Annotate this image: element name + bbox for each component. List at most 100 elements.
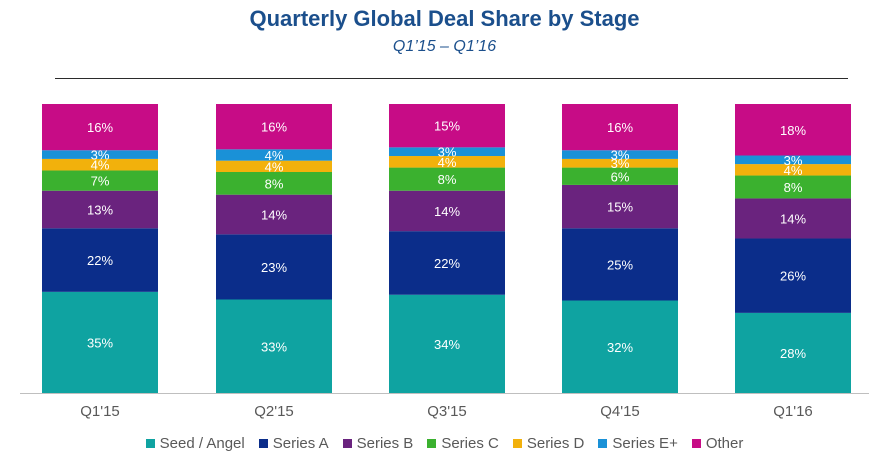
data-label: 18% — [780, 123, 806, 138]
legend-item: Series D — [512, 435, 585, 452]
legend-swatch — [258, 439, 268, 448]
legend-label: Other — [705, 435, 744, 452]
data-label: 14% — [434, 204, 460, 219]
bar-segment-seed-angel — [389, 294, 505, 393]
bar-segment-series-b — [735, 198, 851, 239]
legend-item: Series B — [342, 435, 414, 452]
legend-label: Series B — [356, 435, 414, 452]
bar-segment-other — [735, 104, 851, 156]
x-tick-label: Q4'15 — [600, 403, 640, 420]
bar-segment-series-e- — [735, 155, 851, 165]
data-label: 14% — [261, 208, 287, 223]
legend-swatch — [598, 439, 608, 448]
bar-segment-series-c — [735, 175, 851, 199]
data-label: 4% — [438, 155, 457, 170]
data-label: 3% — [611, 156, 630, 171]
data-label: 3% — [611, 148, 630, 163]
bar-segment-series-e- — [216, 149, 332, 161]
bar-segment-series-b — [216, 194, 332, 235]
data-label: 34% — [434, 337, 460, 352]
chart-subtitle: Q1’15 – Q1’16 — [392, 38, 497, 55]
data-label: 4% — [265, 148, 284, 163]
x-tick-label: Q2'15 — [254, 403, 294, 420]
bar-segment-series-a — [735, 238, 851, 313]
bar-segment-series-c — [389, 167, 505, 191]
bar-segment-series-b — [562, 184, 678, 229]
legend-swatch — [512, 439, 522, 448]
bar-segment-series-c — [42, 170, 158, 191]
legend-swatch — [691, 439, 701, 448]
bar-segment-seed-angel — [735, 312, 851, 393]
stacked-bar-chart: 35%22%13%7%4%3%16%Q1'1533%23%14%8%4%4%16… — [20, 104, 869, 420]
bar-segment-series-d — [735, 164, 851, 176]
legend-item: Other — [691, 435, 744, 452]
x-tick-label: Q1'16 — [773, 403, 813, 420]
data-label: 8% — [438, 172, 457, 187]
data-label: 25% — [607, 257, 633, 272]
data-label: 16% — [607, 120, 633, 135]
bar-segment-series-d — [216, 160, 332, 172]
bar-segment-series-c — [216, 172, 332, 195]
bar-segment-series-b — [42, 190, 158, 229]
legend-item: Series A — [258, 435, 329, 452]
bar-segment-series-c — [562, 167, 678, 185]
data-label: 22% — [434, 256, 460, 271]
legend-swatch — [342, 439, 352, 448]
legend-swatch — [427, 439, 437, 448]
bar-segment-series-b — [389, 190, 505, 232]
chart-title: Quarterly Global Deal Share by Stage — [249, 6, 640, 31]
data-label: 22% — [87, 253, 113, 268]
bar-segment-other — [42, 104, 158, 151]
data-label: 32% — [607, 340, 633, 355]
bar-segment-seed-angel — [42, 291, 158, 393]
data-label: 4% — [265, 159, 284, 174]
legend-label: Series D — [526, 435, 585, 452]
bar-segment-series-a — [216, 234, 332, 300]
data-label: 15% — [434, 119, 460, 134]
data-label: 14% — [780, 211, 806, 226]
data-label: 28% — [780, 346, 806, 361]
data-label: 26% — [780, 269, 806, 284]
bar-segment-series-a — [42, 228, 158, 292]
chart-legend: Seed / Angel Series A Series B Series C Seri… — [0, 435, 889, 452]
data-label: 23% — [261, 260, 287, 275]
data-label: 7% — [91, 174, 110, 189]
data-label: 35% — [87, 335, 113, 350]
legend-swatch — [145, 439, 155, 448]
data-label: 4% — [784, 163, 803, 178]
bar-segment-other — [216, 104, 332, 150]
bar-segment-series-e- — [389, 147, 505, 157]
x-tick-label: Q1'15 — [80, 403, 120, 420]
data-label: 3% — [91, 148, 110, 163]
bar-segment-other — [562, 104, 678, 151]
legend-label: Seed / Angel — [159, 435, 245, 452]
legend-item: Series E+ — [598, 435, 678, 452]
bar-segment-seed-angel — [562, 300, 678, 393]
legend-label: Series E+ — [612, 435, 678, 452]
data-label: 16% — [87, 120, 113, 135]
data-label: 3% — [784, 153, 803, 168]
bar-segment-series-d — [562, 158, 678, 168]
bar-segment-series-a — [389, 231, 505, 295]
bar-segment-series-e- — [42, 150, 158, 159]
data-label: 6% — [611, 169, 630, 184]
title-divider — [55, 78, 848, 79]
data-label: 3% — [438, 145, 457, 160]
legend-label: Series A — [272, 435, 329, 452]
data-label: 33% — [261, 339, 287, 354]
data-label: 8% — [784, 180, 803, 195]
legend-item: Series C — [427, 435, 499, 452]
data-label: 4% — [91, 158, 110, 173]
bar-segment-series-e- — [562, 150, 678, 159]
bar-segment-series-d — [389, 156, 505, 168]
x-tick-label: Q3'15 — [427, 403, 467, 420]
legend-item: Seed / Angel — [145, 435, 245, 452]
bar-segment-series-a — [562, 228, 678, 301]
data-label: 8% — [265, 176, 284, 191]
data-label: 16% — [261, 120, 287, 135]
data-label: 15% — [607, 200, 633, 215]
bar-segment-seed-angel — [216, 299, 332, 393]
bar-segment-series-d — [42, 158, 158, 171]
legend-label: Series C — [441, 435, 499, 452]
data-label: 13% — [87, 202, 113, 217]
